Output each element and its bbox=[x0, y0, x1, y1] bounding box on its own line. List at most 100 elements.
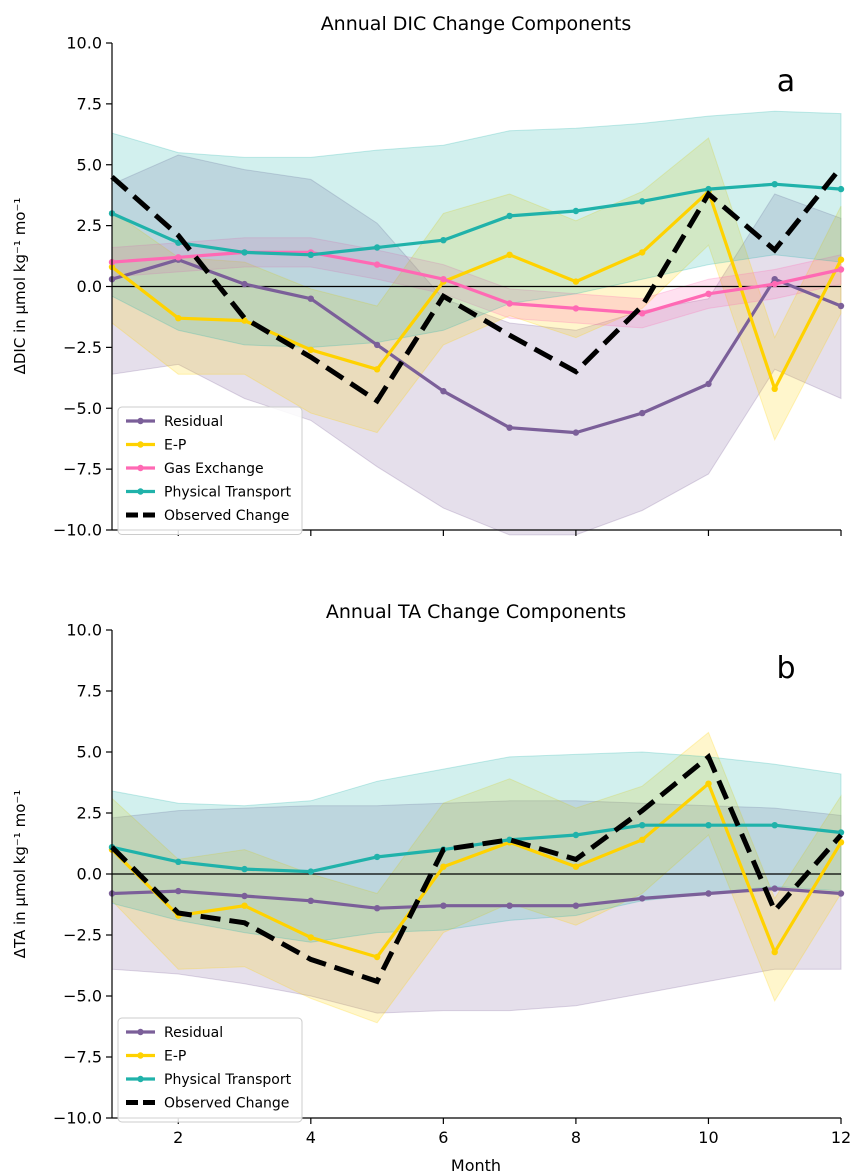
panel-b-legend: Residual E-P Physical Transport Observed Ch… bbox=[117, 1017, 303, 1123]
panel-b-point-residual bbox=[373, 905, 381, 912]
panel-a-legend-marker bbox=[137, 417, 144, 425]
panel-b-y-tick-label: 0.0 bbox=[77, 865, 102, 884]
panel-b-point-residual bbox=[837, 890, 845, 897]
panel-a-point-e-p bbox=[837, 256, 845, 263]
panel-b-point-residual bbox=[440, 902, 447, 909]
panel-a-point-residual bbox=[771, 276, 778, 283]
panel-a-point-physical-transport bbox=[705, 185, 712, 193]
panel-b-point-e-p bbox=[639, 836, 646, 843]
panel-b-letter: b bbox=[776, 651, 795, 686]
panel-b-line-residual bbox=[111, 886, 842, 910]
panel-a-point-gas-exchange bbox=[572, 305, 580, 312]
panel-b-point-residual bbox=[771, 885, 778, 892]
panel-a-band-residual bbox=[111, 154, 842, 536]
panel-b-y-tick-label: 7.5 bbox=[77, 682, 102, 701]
panel-a-y-tick-label: −10.0 bbox=[53, 521, 102, 540]
panel-b-x-tick-label: 12 bbox=[831, 1128, 851, 1147]
panel-a-point-physical-transport bbox=[771, 181, 778, 188]
panel-a-point-physical-transport bbox=[572, 207, 580, 215]
panel-a-line-gas-exchange bbox=[111, 250, 842, 315]
panel-a-legend-label: Gas Exchange bbox=[164, 461, 264, 477]
panel-b-title: Annual TA Change Components bbox=[326, 601, 626, 623]
panel-b-legend-marker bbox=[137, 1075, 144, 1083]
panel-a-legend: Residual E-P Gas Exchange Physical Transpor… bbox=[117, 406, 303, 535]
panel-a-band-e-p bbox=[111, 137, 842, 442]
panel-b-x-ticks: 2 4 6 8 10 12 bbox=[173, 1118, 851, 1147]
panel-b-point-physical-transport bbox=[175, 858, 182, 865]
panel-a-line-e-p bbox=[111, 189, 843, 391]
panel-a-legend-label: E-P bbox=[164, 438, 186, 454]
panel-a-point-gas-exchange bbox=[771, 280, 778, 288]
panel-b-point-e-p bbox=[373, 953, 381, 961]
panel-b-point-residual bbox=[506, 902, 513, 909]
panel-a-point-e-p bbox=[373, 366, 381, 373]
panel-a-point-residual bbox=[837, 302, 845, 310]
panel-a-series-lines bbox=[108, 165, 845, 436]
panel-a-point-e-p bbox=[241, 317, 248, 324]
panel-a-point-gas-exchange bbox=[506, 300, 513, 307]
panel-a-point-physical-transport bbox=[373, 244, 381, 251]
panel-b-legend-label: Physical Transport bbox=[164, 1072, 292, 1088]
panel-b-point-physical-transport bbox=[373, 853, 381, 861]
panel-a-point-gas-exchange bbox=[175, 254, 182, 261]
panel-b-point-physical-transport bbox=[241, 865, 248, 873]
panel-a-point-physical-transport bbox=[440, 237, 447, 244]
panel-a-legend-marker bbox=[137, 441, 144, 448]
panel-b-x-tick-label: 8 bbox=[571, 1128, 581, 1147]
panel-a-point-e-p bbox=[572, 278, 580, 285]
panel-b-legend-label: Observed Change bbox=[164, 1096, 289, 1112]
panel-b-x-tick-label: 2 bbox=[173, 1128, 183, 1147]
panel-a-point-e-p bbox=[175, 315, 182, 322]
panel-a-point-physical-transport bbox=[307, 251, 314, 258]
panel-a-title: Annual DIC Change Components bbox=[321, 13, 632, 35]
panel-b-line-observed-change bbox=[110, 752, 843, 985]
panel-b-point-physical-transport bbox=[572, 831, 580, 839]
panel-a-point-gas-exchange bbox=[639, 310, 646, 317]
panel-b-y-tick-label: −5.0 bbox=[63, 987, 102, 1006]
panel-a-legend-label: Observed Change bbox=[164, 508, 289, 524]
panel-a-point-e-p bbox=[639, 249, 646, 256]
panel-a-point-residual bbox=[506, 424, 513, 431]
panel-a-point-physical-transport bbox=[837, 185, 845, 193]
panel-a-line-observed-change bbox=[110, 165, 843, 405]
panel-a-y-tick-label: 5.0 bbox=[77, 155, 102, 174]
panel-a-point-residual bbox=[639, 409, 646, 417]
panel-a-y-tick-label: −7.5 bbox=[63, 460, 102, 479]
panel-b-legend-marker bbox=[137, 1052, 144, 1059]
panel-b-point-residual bbox=[705, 890, 712, 897]
panel-b-point-physical-transport bbox=[639, 822, 646, 829]
panel-b-bands bbox=[111, 731, 842, 1024]
panel-b-chart: Annual TA Change Components ΔTA in μmol … bbox=[11, 601, 851, 1174]
panel-b-legend-box bbox=[117, 1017, 303, 1123]
panel-b-point-residual bbox=[175, 887, 182, 895]
panel-a-point-residual bbox=[307, 295, 314, 302]
panel-a-y-tick-label: −5.0 bbox=[63, 399, 102, 418]
panel-b-point-e-p bbox=[771, 948, 778, 956]
panel-b-point-e-p bbox=[241, 902, 248, 909]
panel-a-point-e-p bbox=[506, 251, 513, 258]
panel-a-legend-box bbox=[117, 406, 303, 535]
panel-b-x-tick-label: 4 bbox=[306, 1128, 316, 1147]
panel-b-legend-label: Residual bbox=[164, 1025, 223, 1041]
panel-a-point-gas-exchange bbox=[705, 290, 712, 297]
panel-b-point-residual bbox=[639, 895, 646, 902]
panel-b-y-tick-label: 10.0 bbox=[66, 621, 102, 640]
panel-a-chart: Annual DIC Change Components ΔDIC in μmo… bbox=[11, 13, 845, 540]
panel-b-point-e-p bbox=[705, 780, 712, 787]
panel-b-line-e-p bbox=[110, 782, 843, 959]
panel-b-y-tick-label: −7.5 bbox=[63, 1048, 102, 1067]
panel-a-point-gas-exchange bbox=[837, 266, 845, 273]
panel-b-point-e-p bbox=[837, 839, 845, 846]
panel-a-ylabel: ΔDIC in μmol kg⁻¹ mo⁻¹ bbox=[11, 198, 29, 375]
panel-a-point-e-p bbox=[771, 385, 778, 392]
panel-b-y-tick-label: −2.5 bbox=[63, 926, 102, 945]
panel-a-x-ticks bbox=[177, 530, 842, 536]
panel-b-point-physical-transport bbox=[705, 822, 712, 829]
panel-b-y-tick-label: 2.5 bbox=[77, 804, 102, 823]
panel-a-line-residual bbox=[111, 258, 842, 435]
panel-a-point-residual bbox=[241, 280, 248, 288]
panel-a-letter: a bbox=[777, 64, 795, 99]
panel-b-y-ticks: 10.0 7.5 5.0 2.5 0.0 −2.5 −5.0 −7.5 −10.0 bbox=[53, 621, 112, 1128]
panel-b-point-residual bbox=[572, 902, 580, 909]
